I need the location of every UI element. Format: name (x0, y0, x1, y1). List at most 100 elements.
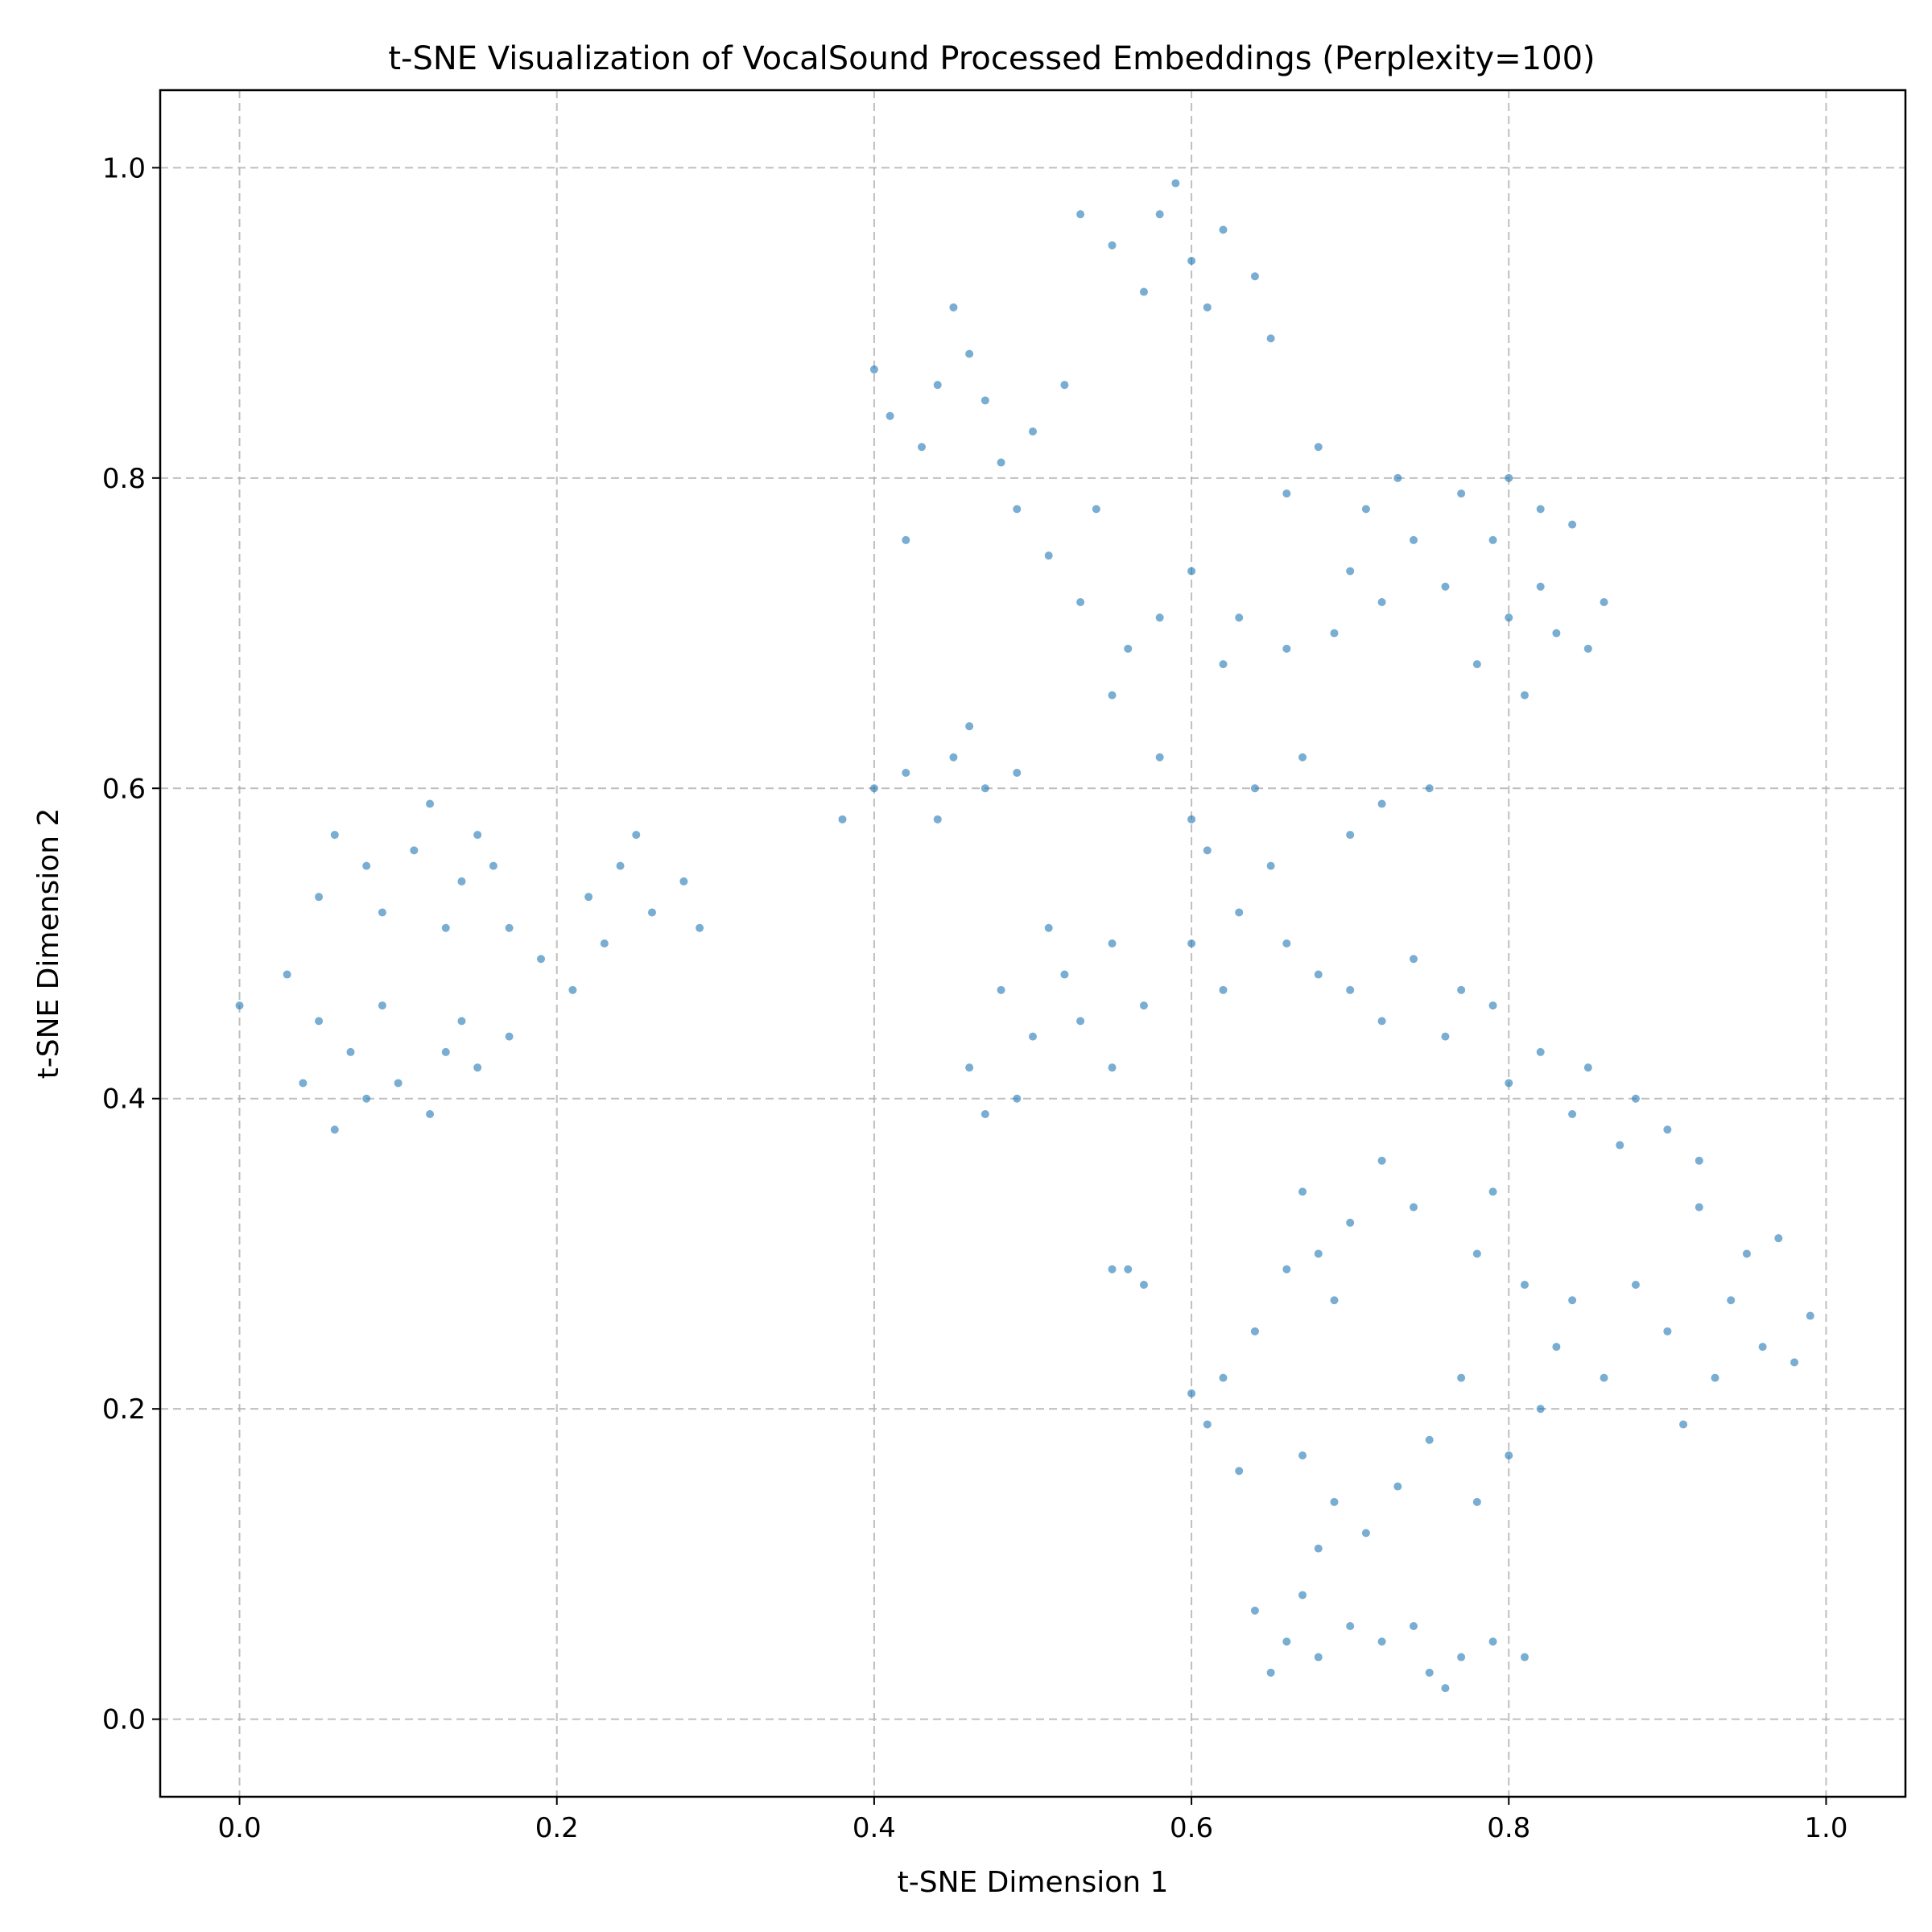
scatter-point (1663, 1125, 1672, 1134)
scatter-point (1139, 1001, 1148, 1010)
scatter-point (1076, 1017, 1085, 1026)
scatter-point (1520, 691, 1529, 700)
scatter-point (1187, 939, 1196, 947)
scatter-point (1314, 1544, 1323, 1553)
scatter-point (489, 861, 497, 870)
scatter-point (1346, 1218, 1355, 1227)
chart-title: t-SNE Visualization of VocalSound Proces… (388, 40, 1595, 77)
scatter-point (933, 815, 942, 824)
scatter-point (1583, 644, 1592, 653)
scatter-point (1330, 1497, 1339, 1506)
scatter-point (1441, 1684, 1450, 1693)
scatter-point (1314, 970, 1323, 979)
scatter-point (1266, 861, 1275, 870)
scatter-point (869, 784, 878, 793)
scatter-point (1536, 1405, 1545, 1414)
scatter-point (1441, 582, 1450, 591)
scatter-point (441, 1047, 450, 1056)
scatter-point (1092, 505, 1100, 514)
scatter-point (1124, 644, 1133, 653)
scatter-point (1425, 784, 1434, 793)
scatter-point (1187, 1389, 1196, 1397)
scatter-point (1346, 567, 1355, 576)
y-tick-label-0: 0.0 (102, 1704, 146, 1736)
scatter-point (980, 1110, 989, 1118)
scatter-point (1139, 1281, 1148, 1289)
scatter-point (426, 799, 435, 808)
scatter-point (1076, 210, 1085, 219)
scatter-point (330, 831, 339, 840)
scatter-point (473, 831, 482, 840)
scatter-point (283, 970, 291, 979)
scatter-point (1044, 923, 1053, 932)
scatter-point (1472, 1249, 1481, 1258)
scatter-point (1695, 1156, 1703, 1165)
scatter-point (362, 861, 371, 870)
scatter-point (1742, 1249, 1751, 1258)
scatter-point (997, 985, 1005, 994)
scatter-point (1219, 660, 1228, 669)
scatter-point (1219, 225, 1228, 234)
scatter-point (1425, 1435, 1434, 1444)
scatter-point (235, 1001, 244, 1010)
scatter-point (1488, 1637, 1497, 1646)
scatter-point (980, 784, 989, 793)
scatter-point (1758, 1343, 1767, 1352)
scatter-point (1076, 598, 1085, 606)
scatter-point (1298, 753, 1307, 762)
scatter-point (1377, 1156, 1386, 1165)
x-tick-label-2: 0.4 (852, 1812, 896, 1844)
scatter-point (1155, 613, 1164, 622)
scatter-point (1330, 1296, 1339, 1305)
scatter-point (1552, 1343, 1561, 1352)
scatter-point (1155, 210, 1164, 219)
scatter-point (378, 908, 386, 917)
scatter-point (1472, 1497, 1481, 1506)
scatter-point (1266, 1668, 1275, 1677)
scatter-point (1235, 613, 1244, 622)
scatter-point (949, 303, 958, 312)
scatter-point (299, 1079, 308, 1088)
scatter-point (1600, 598, 1608, 606)
scatter-point (1235, 908, 1244, 917)
scatter-point (616, 861, 625, 870)
y-tick-label-4: 0.8 (102, 463, 146, 495)
scatter-point (378, 1001, 386, 1010)
plot-area-frame (159, 89, 1907, 1798)
scatter-point (1108, 1063, 1117, 1072)
scatter-point (1203, 303, 1212, 312)
scatter-point (362, 1094, 371, 1103)
x-tick-label-5: 1.0 (1804, 1812, 1847, 1844)
scatter-point (918, 443, 927, 452)
y-axis-label: t-SNE Dimension 2 (32, 808, 65, 1080)
scatter-point (1505, 473, 1513, 482)
scatter-point (1568, 1296, 1577, 1305)
x-tick-label-1: 0.2 (535, 1812, 579, 1844)
y-tick-label-5: 1.0 (102, 152, 146, 184)
scatter-point (1298, 1451, 1307, 1459)
scatter-point (1282, 1637, 1291, 1646)
scatter-point (1282, 489, 1291, 498)
scatter-point (1505, 1079, 1513, 1088)
scatter-point (315, 893, 324, 902)
scatter-point (1361, 505, 1370, 514)
scatter-point (1631, 1094, 1640, 1103)
scatter-point (1250, 784, 1259, 793)
scatter-point (457, 1017, 466, 1026)
scatter-point (1663, 1327, 1672, 1335)
scatter-point (1790, 1358, 1799, 1367)
scatter-point (1520, 1281, 1529, 1289)
scatter-point (1139, 287, 1148, 296)
scatter-point (1472, 660, 1481, 669)
scatter-point (426, 1110, 435, 1118)
scatter-point (1616, 1141, 1624, 1150)
scatter-point (1314, 443, 1323, 452)
scatter-point (869, 365, 878, 374)
y-tick-label-2: 0.4 (102, 1084, 146, 1116)
scatter-point (838, 815, 847, 824)
scatter-point (1488, 535, 1497, 544)
scatter-point (1505, 1451, 1513, 1459)
scatter-point (1250, 272, 1259, 281)
scatter-point (410, 846, 419, 855)
